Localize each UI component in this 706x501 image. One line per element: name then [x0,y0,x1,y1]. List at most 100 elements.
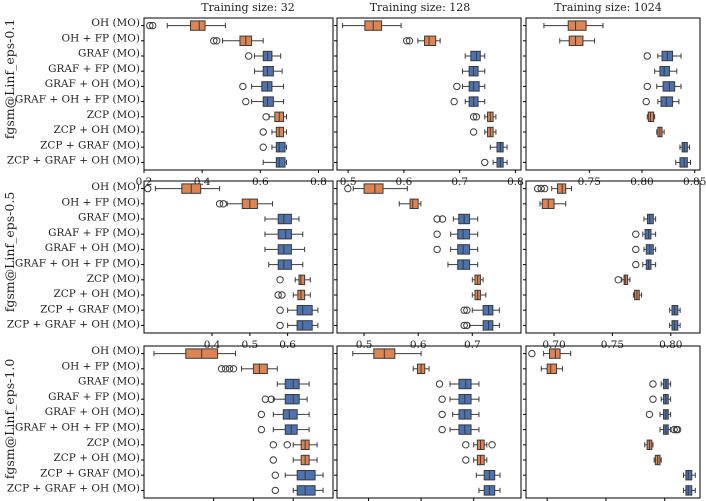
outlier-point [257,410,266,419]
box-body [646,213,654,225]
box-3 [433,213,479,225]
box-body [284,393,300,405]
box-5 [433,244,479,255]
box-8 [632,289,643,301]
outlier-point [673,425,682,434]
box-5 [453,81,486,92]
box-5 [264,244,306,255]
category-label: GRAF + FP (MO) [48,227,140,239]
outlier-point [488,441,496,449]
box-3 [649,378,672,390]
box-6 [659,424,682,435]
outlier-point [463,306,471,314]
outlier-point [267,395,276,403]
box-body [296,485,316,496]
x-tick-label: 0.7 [451,176,468,188]
panel-frame [143,345,334,499]
outlier-point [614,276,622,284]
box-3 [264,213,300,225]
box-4 [261,393,308,405]
category-labels-row-2: OH (MO) OH + FP (MO) GRAF (MO) GRAF + FP… [7,181,140,331]
outlier-point [276,321,284,330]
box-body [681,141,688,153]
category-label: ZCP + OH (MO) [53,124,140,136]
column-title-32: Training size: 32 [201,1,295,14]
box-1 [144,183,221,194]
box-body [261,81,273,92]
box-body [296,320,313,331]
outlier-point [242,97,250,106]
category-label: ZCP + GRAF (MO) [40,467,140,479]
box-1 [153,348,237,359]
outlier-point [528,349,536,358]
box-8 [471,289,487,301]
box-2 [540,363,563,375]
x-tick-label: 0.75 [601,339,624,351]
box-2 [559,35,596,47]
category-label: GRAF + OH (MO) [45,78,140,90]
category-label: OH (MO) [91,345,140,357]
box-8 [469,126,497,138]
outlier-point [540,184,549,193]
box-body [458,378,472,390]
category-label: GRAF (MO) [78,212,140,224]
outlier-point [269,456,278,464]
box-6 [642,96,680,107]
outlier-point [433,230,441,238]
box-9 [276,304,319,316]
box-body [568,35,584,47]
box-4 [433,228,479,240]
x-tick-label: 0.6 [410,339,427,351]
column-titles: Training size: 32 Training size: 128 Tra… [201,1,662,14]
box-10 [276,320,319,331]
outlier-point [645,410,654,419]
outlier-point [262,113,270,121]
box-4 [654,65,678,77]
outlier-point [283,441,291,449]
box-9 [460,304,500,316]
box-body [671,304,679,316]
box-body [685,469,693,481]
category-label: GRAF (MO) [78,48,140,60]
x-tick-label: 0.6 [396,176,413,188]
box-body [277,244,292,255]
box-body [468,81,480,92]
box-body [647,111,655,123]
row-label-eps-0.5: fgsm@Linf_eps-0.5 [2,192,17,313]
outlier-point [433,245,441,254]
category-label: ZCP + GRAF + OH (MO) [7,483,140,495]
panel-r2-c1: 0.4 0.5 0.6 [141,180,334,351]
panel-r3-c3: 0.700.750.80 [523,345,701,501]
outlier-point [405,37,414,45]
box-5 [257,409,310,420]
box-6 [242,96,285,107]
box-body [284,378,300,390]
box-10 [478,485,501,496]
outlier-point [460,306,468,314]
outlier-point [215,200,224,208]
box-body [567,20,587,31]
x-tick-label: 0.4 [204,339,221,351]
box-7 [462,439,496,451]
outlier-point [533,184,542,193]
outlier-point [259,143,267,151]
box-body [671,320,679,331]
box-body [457,244,471,255]
x-tick-label: 0.85 [683,176,706,188]
box-2 [215,198,274,210]
x-tick-label: 0.75 [578,176,601,188]
column-title-128: Training size: 128 [370,1,471,14]
box-3 [435,378,480,390]
box-body [685,485,693,496]
outlier-point [435,380,444,388]
outlier-point [438,215,447,223]
row-label-eps-0.1: fgsm@Linf_eps-0.1 [2,19,17,140]
category-label: GRAF + OH (MO) [45,406,140,418]
category-label: OH (MO) [91,181,140,193]
box-8 [259,126,287,138]
box-body [644,228,652,240]
box-10 [460,320,500,331]
box-2 [412,363,430,375]
box-body [457,228,471,240]
